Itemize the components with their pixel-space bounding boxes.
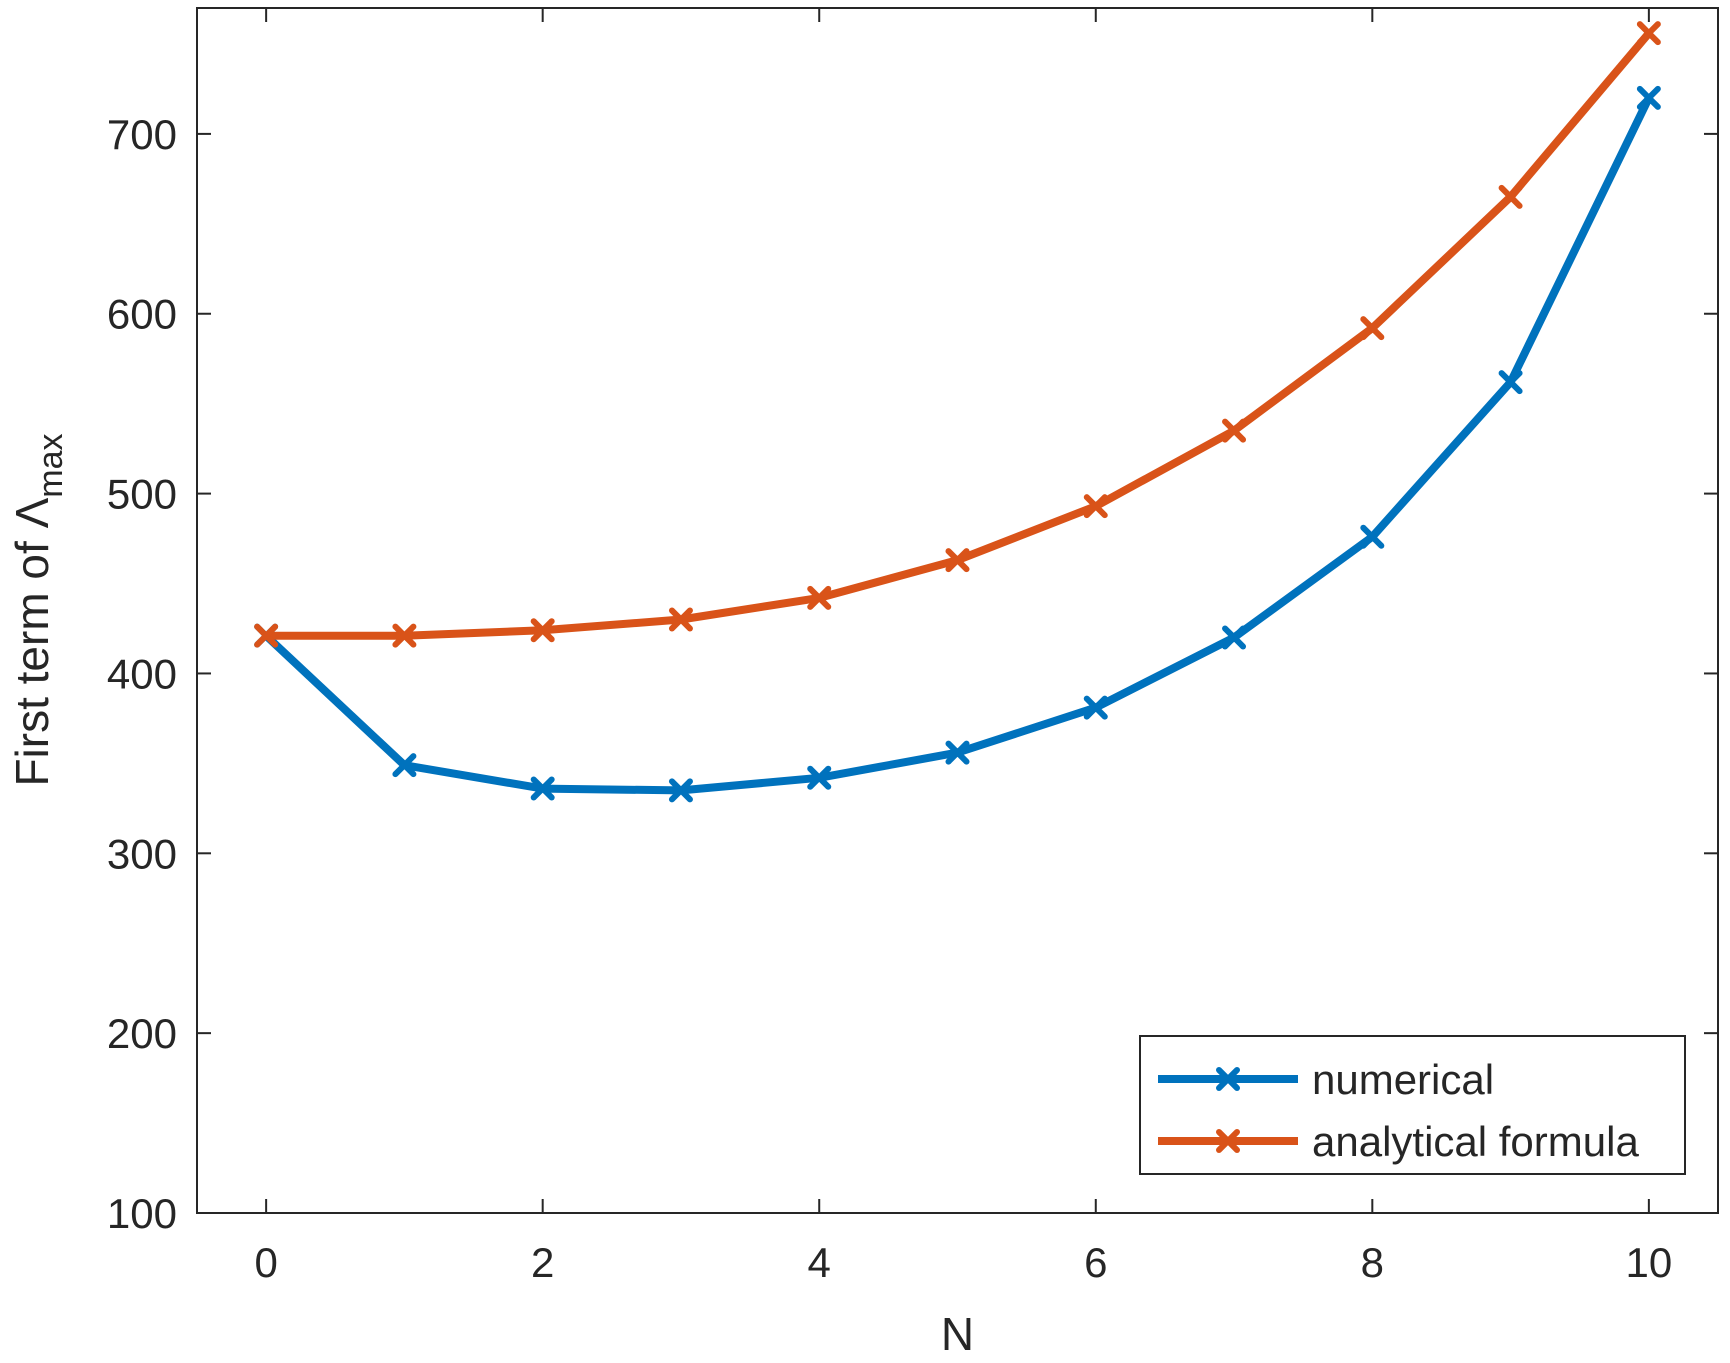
data-point: [1222, 418, 1247, 443]
marker-stroke: [1360, 524, 1385, 549]
marker-stroke: [1222, 625, 1247, 650]
axes: 0 2 4 6 8 10 100 200 300 400 500 600 700 N First term …: [6, 7, 1719, 1360]
marker-stroke: [1083, 695, 1108, 720]
y-axis-label-main: First term of Λ: [6, 497, 58, 786]
y-tick-label: 200: [107, 1010, 177, 1057]
data-point: [1222, 625, 1247, 650]
plot-series: [254, 21, 1661, 803]
data-point: [1083, 695, 1108, 720]
series-1: [254, 21, 1661, 648]
series-line: [262, 29, 1653, 640]
data-point: [1636, 21, 1661, 46]
legend-marker: [1216, 1129, 1240, 1153]
series-0: [254, 85, 1661, 803]
marker-stroke: [1216, 1129, 1240, 1153]
marker-stroke: [1360, 316, 1385, 341]
data-point: [1636, 85, 1661, 110]
marker-stroke: [668, 778, 693, 803]
y-axis-label: First term of Λmax: [6, 433, 70, 786]
marker-stroke: [1222, 418, 1247, 443]
y-tick-label: 700: [107, 111, 177, 158]
marker-stroke: [530, 618, 555, 643]
y-tick-label: 300: [107, 830, 177, 877]
data-point: [530, 776, 555, 801]
legend-entry: numerical: [1158, 1056, 1494, 1103]
x-tick-label: 8: [1361, 1239, 1384, 1286]
legend-entry: analytical formula: [1158, 1118, 1639, 1165]
marker-stroke: [945, 548, 970, 573]
marker-stroke: [1216, 1067, 1240, 1091]
marker-stroke: [945, 740, 970, 765]
legend-label: analytical formula: [1312, 1118, 1639, 1165]
data-point: [392, 753, 417, 778]
data-point: [1083, 494, 1108, 519]
series-line: [262, 93, 1653, 795]
data-point: [254, 623, 279, 648]
marker-stroke: [530, 776, 555, 801]
marker-stroke: [1083, 494, 1108, 519]
data-point: [1498, 370, 1523, 395]
data-point: [668, 778, 693, 803]
x-tick-label: 0: [254, 1239, 277, 1286]
legend: numerical analytical formula: [1139, 1035, 1686, 1175]
x-tick-label: 4: [808, 1239, 831, 1286]
data-point: [945, 548, 970, 573]
marker-stroke: [668, 607, 693, 632]
data-point: [1498, 184, 1523, 209]
marker-stroke: [1498, 184, 1523, 209]
y-tick-label: 500: [107, 471, 177, 518]
plot-frame: [196, 7, 1719, 1214]
x-tick-label: 6: [1084, 1239, 1107, 1286]
x-tick-label: 2: [531, 1239, 554, 1286]
y-tick-label: 600: [107, 291, 177, 338]
y-tick-label: 400: [107, 650, 177, 697]
data-point: [668, 607, 693, 632]
data-point: [530, 618, 555, 643]
data-point: [1360, 524, 1385, 549]
data-point: [1360, 316, 1385, 341]
x-axis-label: N: [941, 1308, 974, 1358]
marker-stroke: [254, 623, 279, 648]
marker-stroke: [1636, 21, 1661, 46]
data-point: [807, 585, 832, 610]
marker-stroke: [1498, 370, 1523, 395]
marker-stroke: [1636, 85, 1661, 110]
data-point: [945, 740, 970, 765]
marker-stroke: [807, 585, 832, 610]
legend-label: numerical: [1312, 1056, 1494, 1103]
marker-stroke: [392, 623, 417, 648]
legend-marker: [1216, 1067, 1240, 1091]
marker-stroke: [392, 753, 417, 778]
y-tick-label: 100: [107, 1190, 177, 1237]
legend-box: [1139, 1035, 1686, 1175]
marker-stroke: [807, 765, 832, 790]
data-point: [807, 765, 832, 790]
y-axis-label-subscript: max: [32, 433, 70, 497]
x-tick-label: 10: [1626, 1239, 1673, 1286]
data-point: [392, 623, 417, 648]
